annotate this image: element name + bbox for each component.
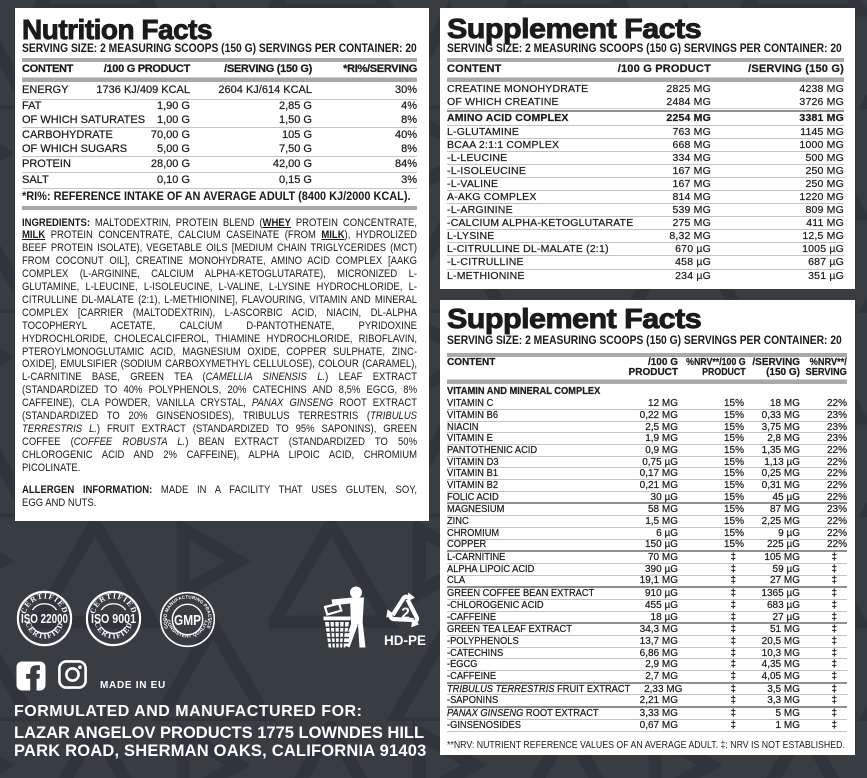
- svg-text:GMP: GMP: [174, 613, 201, 629]
- svg-text:ISO 9001: ISO 9001: [91, 611, 136, 626]
- svg-text:ISO 22000: ISO 22000: [21, 611, 68, 626]
- svg-text:2: 2: [401, 606, 410, 623]
- svg-text:HD-PE: HD-PE: [384, 633, 426, 648]
